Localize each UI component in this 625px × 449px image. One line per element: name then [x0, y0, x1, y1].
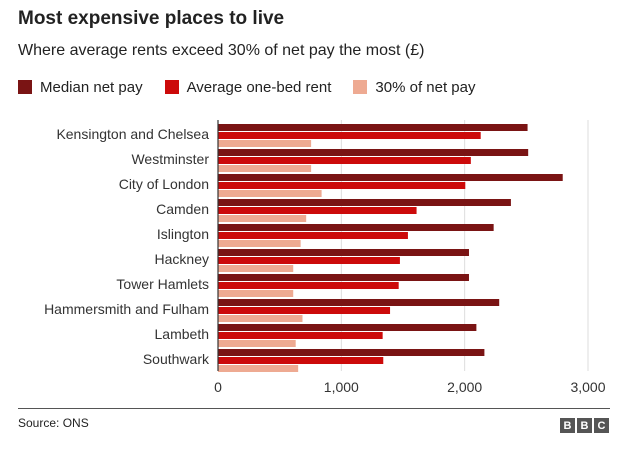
- bar: [218, 290, 294, 297]
- legend-label-median-net-pay: Median net pay: [40, 78, 143, 96]
- bar: [218, 274, 469, 281]
- bar: [218, 215, 307, 222]
- bbc-logo-letter: C: [594, 418, 609, 433]
- category-label: Islington: [157, 226, 209, 242]
- bar: [218, 232, 408, 239]
- bar: [218, 182, 466, 189]
- x-tick-label: 2,000: [447, 379, 482, 395]
- legend-item-average-one-bed-rent: Average one-bed rent: [164, 78, 332, 96]
- legend-label-30pct-net-pay: 30% of net pay: [375, 78, 476, 96]
- category-label: Camden: [156, 201, 209, 217]
- category-label: Westminster: [131, 151, 209, 167]
- bbc-logo-letter: B: [560, 418, 575, 433]
- bar: [218, 257, 400, 264]
- legend: Median net pay Average one-bed rent 30% …: [18, 77, 498, 97]
- legend-label-average-one-bed-rent: Average one-bed rent: [186, 78, 332, 96]
- bar: [218, 165, 312, 172]
- category-label: Hammersmith and Fulham: [44, 301, 209, 317]
- bar: [218, 207, 417, 214]
- bar: [218, 340, 296, 347]
- bar: [218, 157, 471, 164]
- bar: [218, 140, 312, 147]
- category-label: City of London: [119, 176, 209, 192]
- legend-swatch-30pct-net-pay: [353, 80, 368, 94]
- bbc-logo: B B C: [558, 418, 609, 433]
- bar: [218, 199, 511, 206]
- bar: [218, 315, 303, 322]
- bar: [218, 132, 481, 139]
- bar: [218, 357, 384, 364]
- bar: [218, 190, 322, 197]
- category-label: Lambeth: [155, 326, 209, 342]
- bar: [218, 349, 485, 356]
- bar: [218, 149, 529, 156]
- legend-swatch-median-net-pay: [18, 80, 32, 94]
- chart-subtitle: Where average rents exceed 30% of net pa…: [18, 42, 425, 59]
- source-note: Source: ONS: [18, 416, 89, 430]
- bar: [218, 324, 477, 331]
- footer-divider: [18, 408, 610, 409]
- bar: [218, 332, 383, 339]
- bar: [218, 365, 299, 372]
- chart-title: Most expensive places to live: [18, 8, 285, 29]
- bbc-logo-letter: B: [577, 418, 592, 433]
- bar: [218, 224, 494, 231]
- x-tick-label: 1,000: [324, 379, 359, 395]
- category-label: Hackney: [155, 251, 209, 267]
- bar: [218, 249, 469, 256]
- x-tick-label: 3,000: [570, 379, 605, 395]
- bar: [218, 240, 301, 247]
- category-label: Kensington and Chelsea: [56, 126, 209, 142]
- legend-item-median-net-pay: Median net pay: [18, 79, 143, 96]
- bar: [218, 124, 528, 131]
- category-label: Tower Hamlets: [116, 276, 209, 292]
- category-label: Southwark: [143, 351, 210, 367]
- x-tick-label: 0: [214, 379, 222, 395]
- bar: [218, 299, 500, 306]
- bar: [218, 174, 563, 181]
- bar: [218, 282, 399, 289]
- bar: [218, 307, 391, 314]
- legend-item-30pct-net-pay: 30% of net pay: [353, 78, 476, 96]
- bar: [218, 265, 294, 272]
- legend-swatch-average-one-bed-rent: [164, 80, 179, 94]
